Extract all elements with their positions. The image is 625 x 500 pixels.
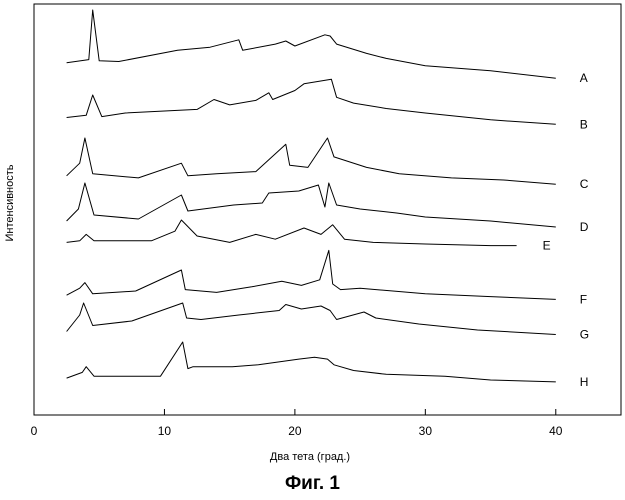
pattern-curves xyxy=(67,10,556,382)
y-axis-title: Интенсивность xyxy=(4,164,16,241)
series-line-H xyxy=(67,342,556,382)
x-tick-label: 10 xyxy=(158,424,172,438)
x-tick-label: 30 xyxy=(419,424,433,438)
series-label-B: B xyxy=(580,117,588,131)
plot-frame xyxy=(34,4,621,415)
series-line-C xyxy=(67,138,556,184)
series-labels: A B C D E F G H xyxy=(543,71,590,389)
x-axis-ticks: 0 10 20 30 40 xyxy=(31,409,563,438)
series-label-F: F xyxy=(580,292,587,306)
series-label-E: E xyxy=(543,239,551,253)
series-line-B xyxy=(67,79,556,124)
series-label-H: H xyxy=(580,375,589,389)
x-tick-label: 20 xyxy=(288,424,302,438)
series-label-D: D xyxy=(580,220,589,234)
x-tick-label: 40 xyxy=(549,424,563,438)
series-line-F xyxy=(67,250,556,299)
x-tick-label: 0 xyxy=(31,424,38,438)
figure-caption: Фиг. 1 xyxy=(0,473,625,495)
series-label-A: A xyxy=(580,71,588,85)
series-line-E xyxy=(67,220,517,246)
series-line-G xyxy=(67,303,556,335)
series-label-C: C xyxy=(580,177,589,191)
series-line-A xyxy=(67,10,556,78)
x-axis-title: Два тета (град.) xyxy=(270,451,350,463)
series-label-G: G xyxy=(580,328,589,342)
series-line-D xyxy=(67,183,556,227)
